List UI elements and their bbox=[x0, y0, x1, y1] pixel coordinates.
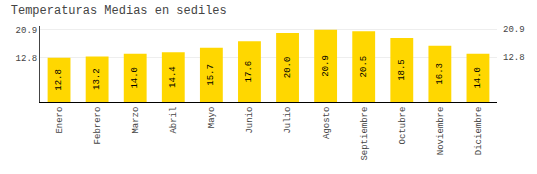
svg-text:13.2: 13.2 bbox=[92, 68, 102, 90]
svg-text:Abril: Abril bbox=[169, 107, 179, 134]
svg-text:Septiembre: Septiembre bbox=[360, 107, 370, 161]
svg-text:18.5: 18.5 bbox=[397, 59, 407, 81]
svg-text:20.9: 20.9 bbox=[321, 55, 331, 77]
svg-text:15.7: 15.7 bbox=[206, 64, 216, 86]
svg-text:12.8: 12.8 bbox=[16, 54, 38, 64]
svg-text:16.3: 16.3 bbox=[435, 63, 445, 85]
svg-text:14.0: 14.0 bbox=[473, 67, 483, 89]
svg-text:Temperaturas Medias en sediles: Temperaturas Medias en sediles bbox=[11, 4, 227, 18]
svg-text:Julio: Julio bbox=[283, 107, 293, 134]
svg-text:20.0: 20.0 bbox=[283, 57, 293, 79]
svg-text:14.0: 14.0 bbox=[130, 67, 140, 89]
svg-text:Noviembre: Noviembre bbox=[436, 107, 446, 156]
svg-text:Junio: Junio bbox=[245, 107, 255, 134]
svg-text:17.6: 17.6 bbox=[244, 61, 254, 83]
svg-text:Febrero: Febrero bbox=[93, 107, 103, 145]
svg-text:Octubre: Octubre bbox=[398, 107, 408, 145]
svg-text:Mayo: Mayo bbox=[207, 107, 217, 129]
svg-text:Marzo: Marzo bbox=[131, 107, 141, 134]
svg-text:12.8: 12.8 bbox=[503, 53, 525, 63]
svg-text:Diciembre: Diciembre bbox=[474, 107, 484, 156]
svg-text:20.9: 20.9 bbox=[503, 25, 525, 35]
svg-text:20.5: 20.5 bbox=[359, 56, 369, 78]
svg-text:14.4: 14.4 bbox=[168, 66, 178, 88]
svg-text:12.8: 12.8 bbox=[54, 69, 64, 91]
svg-text:Enero: Enero bbox=[55, 107, 65, 134]
svg-text:20.9: 20.9 bbox=[16, 26, 38, 36]
svg-text:Agosto: Agosto bbox=[322, 107, 332, 139]
